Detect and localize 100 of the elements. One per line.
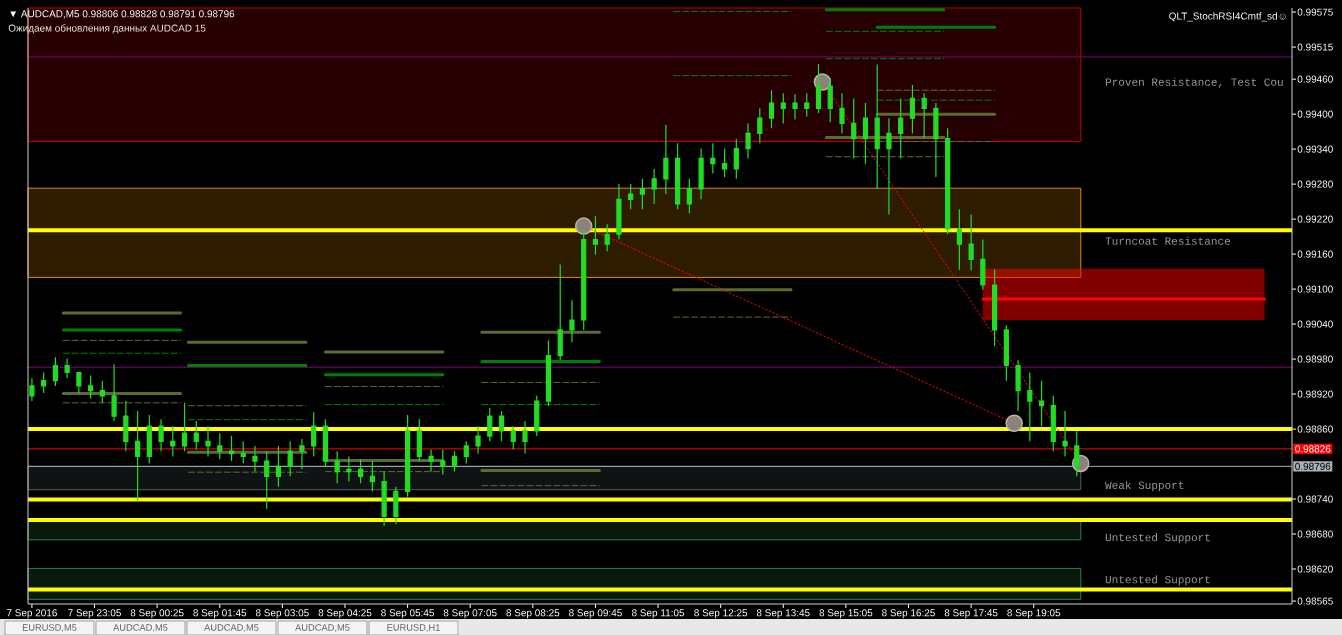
candlestick: [193, 420, 199, 451]
x-tick-label: 8 Sep 04:25: [318, 609, 372, 619]
x-tick-label: 8 Sep 16:25: [882, 609, 935, 619]
candlestick: [369, 460, 375, 493]
candlestick: [123, 400, 129, 452]
ref-line-label: 0.98796: [1295, 462, 1331, 470]
candlestick: [792, 93, 798, 120]
candlestick: [545, 339, 552, 407]
candlestick: [628, 183, 634, 210]
y-tick-label: 0.99220: [1297, 215, 1333, 223]
candlestick: [322, 418, 329, 467]
x-tick-label: 8 Sep 17:45: [944, 609, 998, 619]
candlestick: [299, 438, 305, 470]
candlestick: [745, 122, 751, 160]
candlestick: [522, 420, 528, 455]
candlestick: [675, 142, 681, 210]
x-tick-label: 8 Sep 05:45: [381, 609, 435, 619]
candlestick: [768, 89, 775, 129]
candlestick: [1027, 371, 1033, 442]
candlestick: [980, 238, 986, 291]
candlestick: [839, 92, 845, 134]
candlestick: [851, 97, 857, 160]
chart-title: ▼ AUDCAD,M5 0.98806 0.98828 0.98791 0.98796: [10, 10, 235, 19]
candlestick: [780, 92, 786, 125]
candlestick: [88, 374, 94, 400]
y-tick-label: 0.99040: [1297, 320, 1333, 328]
candlestick: [99, 380, 105, 404]
x-tick-label: 8 Sep 08:25: [506, 609, 560, 619]
candlestick: [463, 440, 469, 465]
text: Ожидаем обновления данных AUDCAD 15: [8, 24, 206, 34]
candlestick: [240, 440, 246, 465]
candlestick: [346, 455, 352, 483]
y-tick-label: 0.99515: [1297, 43, 1333, 51]
text: AUDCAD,M5: [113, 624, 168, 632]
candlestick: [275, 445, 282, 488]
y-tick-label: 0.99280: [1297, 180, 1333, 188]
y-tick-label: 0.99575: [1297, 8, 1333, 16]
candlestick: [804, 92, 810, 118]
y-tick-label: 0.98980: [1297, 355, 1333, 363]
candlestick: [1062, 410, 1068, 458]
candlestick: [475, 425, 481, 455]
candlestick: [686, 178, 692, 214]
candlestick: [217, 432, 223, 460]
candlestick: [41, 371, 47, 394]
candlestick: [205, 425, 211, 458]
candlestick: [428, 448, 434, 473]
text: AUDCAD,M5: [204, 624, 259, 632]
candlestick: [592, 215, 599, 256]
candlestick: [992, 269, 998, 347]
candlestick: [416, 418, 422, 462]
candlestick: [134, 410, 141, 502]
candlestick: [557, 263, 563, 361]
candlestick: [1015, 359, 1021, 412]
candlestick: [616, 183, 622, 241]
candlestick: [698, 147, 704, 200]
candlestick: [710, 142, 716, 175]
candlestick: [721, 147, 728, 178]
x-tick-label: 7 Sep 23:05: [68, 609, 121, 619]
y-tick-label: 0.99100: [1297, 285, 1333, 293]
x-tick-label: 8 Sep 11:05: [631, 609, 685, 619]
candlestick: [604, 223, 610, 252]
x-tick-label: 8 Sep 00:25: [130, 609, 184, 619]
x-tick-label: 8 Sep 07:05: [443, 609, 497, 619]
candlestick: [510, 425, 516, 451]
band-label: Turncoat Resistance: [1105, 236, 1231, 245]
candlestick: [862, 102, 869, 165]
text: AUDCAD,M5: [295, 624, 350, 632]
x-tick-label: 7 Sep 2016: [6, 609, 57, 619]
candlestick: [334, 450, 340, 484]
candlestick: [111, 363, 117, 422]
y-tick-label: 0.99460: [1297, 75, 1333, 83]
y-tick-label: 0.98740: [1297, 495, 1333, 503]
x-tick-label: 8 Sep 12:25: [694, 609, 748, 619]
candlestick: [663, 124, 669, 195]
candlestick: [252, 445, 258, 473]
ref-line-label: 0.98826: [1295, 445, 1331, 453]
y-tick-label: 0.99400: [1297, 110, 1333, 118]
candlestick: [52, 356, 58, 387]
x-tick-label: 8 Sep 15:05: [819, 609, 873, 619]
y-tick-label: 0.99160: [1297, 250, 1333, 258]
candlestick: [733, 138, 739, 180]
candlestick: [487, 407, 493, 442]
candlestick: [886, 117, 892, 216]
candlestick: [287, 440, 293, 477]
band-label: Proven Resistance, Test Cou: [1105, 77, 1283, 88]
x-tick-label: 8 Sep 03:05: [255, 609, 309, 619]
candlestick: [311, 411, 317, 458]
candlestick: [498, 410, 505, 442]
y-tick-label: 0.98860: [1297, 425, 1333, 433]
candlestick: [1038, 380, 1045, 427]
point: [574, 217, 593, 235]
candlestick: [264, 450, 270, 510]
candlestick: [358, 458, 364, 484]
candlestick: [1050, 395, 1056, 452]
candlestick: [170, 425, 176, 458]
x-tick-label: 8 Sep 01:45: [193, 609, 247, 619]
candlestick: [898, 97, 904, 160]
y-tick-label: 0.99340: [1297, 145, 1333, 153]
candlestick: [921, 92, 927, 140]
candlestick: [451, 450, 458, 473]
